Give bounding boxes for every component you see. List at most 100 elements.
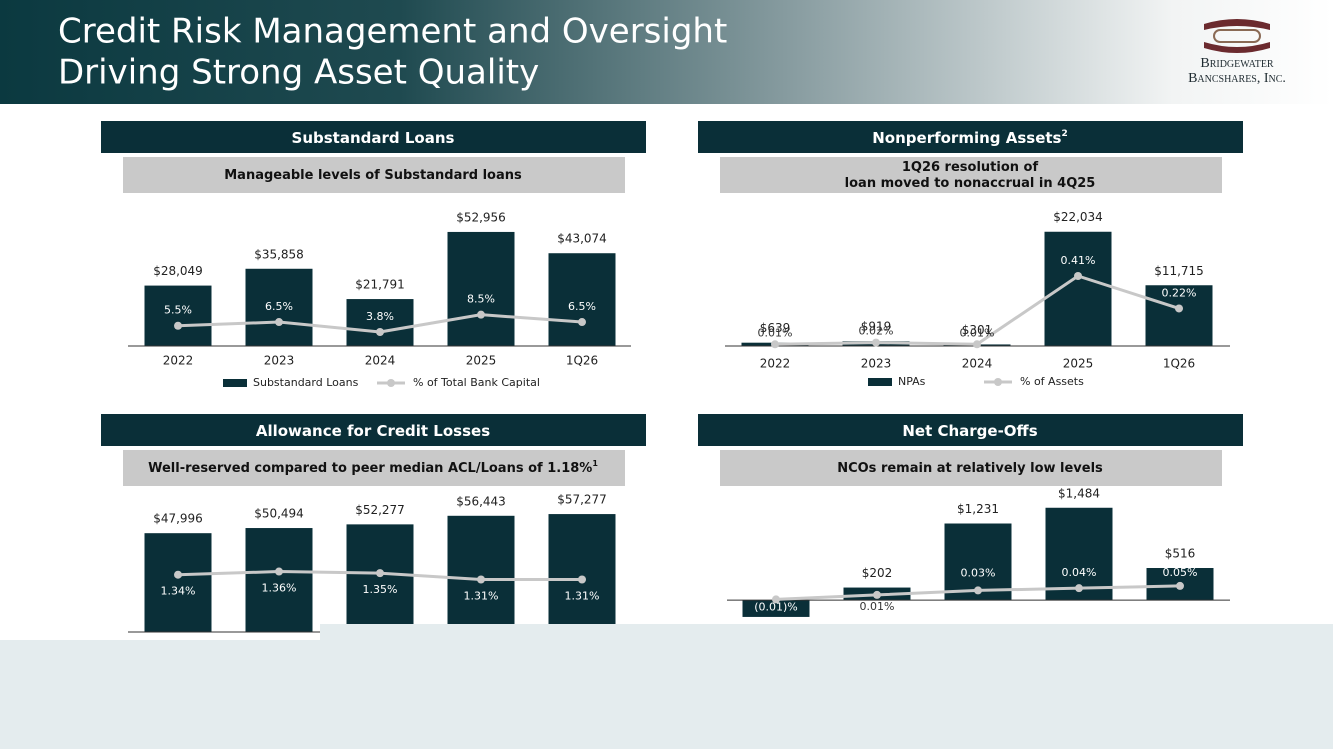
line-point (376, 569, 384, 578)
bar-value-label: $57,277 (557, 493, 607, 507)
subtitle: Manageable levels of Substandard loans (224, 168, 522, 183)
panel-title-text: Net Charge-Offs (902, 422, 1037, 440)
legend-swatch (223, 379, 247, 387)
bar-value-label: $47,996 (153, 512, 203, 526)
bar-value-label: $43,074 (557, 232, 607, 246)
x-tick-label: 1Q26 (1163, 357, 1195, 371)
subtitle-box (720, 157, 1222, 193)
legend-swatch (868, 378, 892, 386)
bar-value-label: $301 (962, 323, 993, 337)
logo: Bridgewater Bancshares, Inc. (1188, 19, 1286, 86)
line-value-label: 1.36% (262, 582, 297, 595)
line-value-label: 0.01% (860, 600, 895, 613)
subtitle: 1Q26 resolution of (902, 160, 1039, 175)
subtitle: loan moved to nonaccrual in 4Q25 (845, 176, 1096, 191)
bar (144, 533, 212, 632)
subtitle-text: 1Q26 resolution of (902, 160, 1039, 175)
line-point (772, 595, 780, 604)
line-point (477, 310, 485, 319)
legend-swatch (994, 378, 1002, 386)
line-value-label: 0.01% (758, 326, 793, 339)
panel-title-bar (101, 414, 646, 446)
header-band (0, 0, 1333, 104)
bar (447, 231, 515, 346)
x-tick-label: 2025 (1063, 357, 1094, 371)
panel-title: Substandard Loans (292, 129, 455, 147)
x-tick-label: 1Q26 (566, 354, 598, 368)
footnote: 1 (592, 459, 598, 468)
bar (742, 600, 810, 617)
bottom-panel (320, 624, 1333, 641)
line-value-label: 5.5% (164, 304, 192, 317)
bar-value-label: $202 (862, 566, 893, 580)
line-point (275, 567, 283, 576)
bar-value-label: $22,034 (1053, 210, 1103, 224)
line-value-label: 0.04% (1062, 566, 1097, 579)
bar-value-label: $919 (861, 320, 892, 334)
legend-swatch (387, 379, 395, 387)
line-point (973, 340, 981, 349)
panel-title-bar (698, 121, 1243, 153)
line-value-label: 0.22% (1162, 286, 1197, 299)
bar-value-label: $11,715 (1154, 264, 1204, 278)
panel-title-text: Nonperforming Assets (872, 129, 1061, 147)
bar (346, 524, 414, 632)
line-point (174, 570, 182, 579)
logo-text: Bridgewater (1200, 56, 1274, 71)
subtitle: NCOs remain at relatively low levels (837, 461, 1103, 476)
x-tick-label: 2023 (861, 357, 892, 371)
bar-value-label: $35,858 (254, 247, 304, 261)
panel-title-text: Substandard Loans (292, 129, 455, 147)
line-point (376, 328, 384, 336)
subtitle-text: loan moved to nonaccrual in 4Q25 (845, 176, 1096, 191)
bar-value-label: $56,443 (456, 494, 506, 508)
bottom-panel (0, 640, 1333, 749)
bar (346, 299, 414, 346)
bar (548, 514, 616, 632)
subtitle-text: Manageable levels of Substandard loans (224, 168, 522, 183)
line-value-label: 0.01% (960, 326, 995, 339)
line-point (873, 590, 881, 599)
bar (245, 528, 313, 632)
logo-text: Bancshares, Inc. (1188, 71, 1286, 86)
line-value-label: 6.5% (568, 300, 596, 313)
line-value-label: 1.35% (363, 583, 398, 596)
bar-value-label: $52,277 (355, 503, 405, 517)
bar (1044, 231, 1112, 346)
x-tick-label: 2025 (466, 354, 497, 368)
line-point (872, 338, 880, 347)
panel-title: Nonperforming Assets2 (872, 129, 1068, 147)
line-value-label: (0.01)% (754, 600, 798, 613)
line-point (1175, 304, 1183, 313)
x-tick-label: 2024 (365, 354, 396, 368)
footnote: 2 (1061, 129, 1067, 139)
legend-label: Substandard Loans (253, 376, 359, 389)
bar-value-label: $21,791 (355, 278, 405, 292)
subtitle-box (123, 157, 625, 193)
line-point (1075, 584, 1083, 593)
line-point (578, 318, 586, 327)
line-value-label: 8.5% (467, 293, 495, 306)
subtitle-text: Well-reserved compared to peer median AC… (148, 461, 592, 476)
line-value-label: 0.02% (859, 325, 894, 338)
x-tick-label: 2023 (264, 354, 295, 368)
line-value-label: 1.34% (161, 585, 196, 598)
line-value-label: 3.8% (366, 310, 394, 323)
subtitle-box (123, 450, 625, 486)
line-point (174, 321, 182, 330)
panel-title-bar (698, 414, 1243, 446)
line-value-label: 1.31% (565, 590, 600, 603)
subtitle-text: NCOs remain at relatively low levels (837, 461, 1103, 476)
legend-label: NPAs (898, 375, 926, 388)
bar (245, 268, 313, 346)
legend-label: % of Assets (1020, 375, 1084, 388)
subtitle-box (720, 450, 1222, 486)
line-point (1176, 581, 1184, 590)
x-tick-label: 2022 (163, 354, 194, 368)
line-value-label: 0.05% (1163, 566, 1198, 579)
line-point (578, 575, 586, 584)
line-point (275, 318, 283, 327)
line-value-label: 0.41% (1061, 254, 1096, 267)
slide-title: Driving Strong Asset Quality (58, 53, 539, 93)
